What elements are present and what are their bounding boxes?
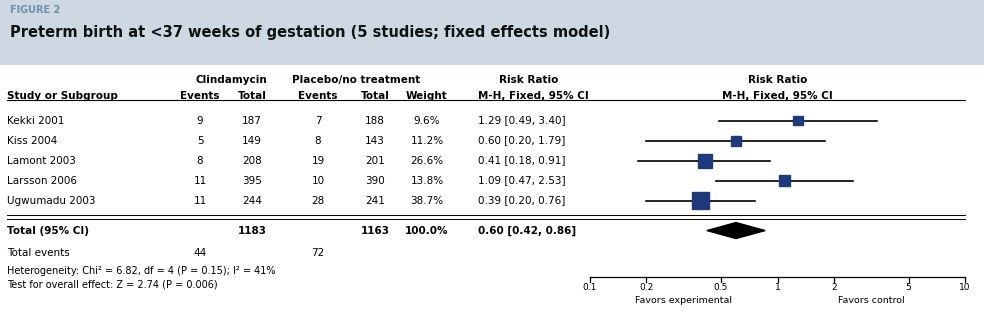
Text: Events: Events: [180, 91, 219, 101]
Text: Heterogeneity: Chi² = 6.82, df = 4 (P = 0.15); I² = 41%: Heterogeneity: Chi² = 6.82, df = 4 (P = …: [7, 265, 276, 275]
Text: 201: 201: [365, 156, 385, 166]
Text: 10: 10: [312, 175, 325, 186]
Text: 5: 5: [905, 283, 911, 292]
Text: 10: 10: [959, 283, 971, 292]
Text: 11: 11: [194, 175, 207, 186]
Text: Risk Ratio: Risk Ratio: [748, 74, 807, 84]
Text: Kekki 2001: Kekki 2001: [7, 116, 64, 125]
Text: 143: 143: [365, 136, 385, 146]
Text: 1: 1: [774, 283, 780, 292]
Text: 390: 390: [365, 175, 385, 186]
Bar: [779, 175, 790, 186]
Text: Favors control: Favors control: [838, 296, 904, 305]
Text: Lamont 2003: Lamont 2003: [7, 156, 76, 166]
Text: M-H, Fixed, 95% CI: M-H, Fixed, 95% CI: [478, 91, 588, 101]
Text: Ugwumadu 2003: Ugwumadu 2003: [7, 196, 95, 206]
Text: 9.6%: 9.6%: [413, 116, 440, 125]
Text: 1183: 1183: [237, 225, 267, 236]
Text: 187: 187: [242, 116, 262, 125]
Text: Kiss 2004: Kiss 2004: [7, 136, 57, 146]
Text: 244: 244: [242, 196, 262, 206]
Text: Larsson 2006: Larsson 2006: [7, 175, 77, 186]
Text: 0.60 [0.20, 1.79]: 0.60 [0.20, 1.79]: [478, 136, 566, 146]
Text: 8: 8: [315, 136, 322, 146]
Text: 28: 28: [311, 196, 325, 206]
Text: 11: 11: [194, 196, 207, 206]
Text: Clindamycin: Clindamycin: [195, 74, 267, 84]
Text: 26.6%: 26.6%: [410, 156, 444, 166]
Text: 7: 7: [315, 116, 322, 125]
Text: 5: 5: [197, 136, 204, 146]
Text: 8: 8: [197, 156, 204, 166]
Text: 1.29 [0.49, 3.40]: 1.29 [0.49, 3.40]: [478, 116, 566, 125]
Polygon shape: [707, 222, 766, 239]
Text: Study or Subgroup: Study or Subgroup: [7, 91, 118, 101]
Text: 395: 395: [242, 175, 262, 186]
Text: 38.7%: 38.7%: [410, 196, 444, 206]
Text: 1.09 [0.47, 2.53]: 1.09 [0.47, 2.53]: [478, 175, 566, 186]
Text: 72: 72: [311, 248, 325, 258]
Text: Total: Total: [237, 91, 267, 101]
Text: M-H, Fixed, 95% CI: M-H, Fixed, 95% CI: [722, 91, 832, 101]
Text: 9: 9: [197, 116, 204, 125]
Text: 241: 241: [365, 196, 385, 206]
Text: Favors experimental: Favors experimental: [636, 296, 732, 305]
Bar: [698, 154, 711, 167]
Bar: [731, 136, 741, 146]
Text: 11.2%: 11.2%: [410, 136, 444, 146]
Text: 0.1: 0.1: [583, 283, 597, 292]
Text: Total: Total: [360, 91, 390, 101]
Text: 19: 19: [311, 156, 325, 166]
Text: 208: 208: [242, 156, 262, 166]
Bar: [693, 192, 709, 209]
Text: 0.2: 0.2: [640, 283, 653, 292]
Text: Preterm birth at <37 weeks of gestation (5 studies; fixed effects model): Preterm birth at <37 weeks of gestation …: [10, 24, 610, 39]
Text: Weight: Weight: [406, 91, 448, 101]
Text: FIGURE 2: FIGURE 2: [10, 5, 60, 15]
Bar: [793, 116, 803, 125]
Text: 44: 44: [194, 248, 207, 258]
Text: 1163: 1163: [360, 225, 390, 236]
Text: 2: 2: [831, 283, 836, 292]
Text: 0.5: 0.5: [713, 283, 728, 292]
Text: 188: 188: [365, 116, 385, 125]
Text: Placebo/no treatment: Placebo/no treatment: [292, 74, 420, 84]
Text: 100.0%: 100.0%: [405, 225, 449, 236]
Text: Test for overall effect: Z = 2.74 (P = 0.006): Test for overall effect: Z = 2.74 (P = 0…: [7, 280, 217, 290]
Text: 13.8%: 13.8%: [410, 175, 444, 186]
Text: Total events: Total events: [7, 248, 70, 258]
Text: Risk Ratio: Risk Ratio: [499, 74, 559, 84]
Text: 0.60 [0.42, 0.86]: 0.60 [0.42, 0.86]: [478, 225, 576, 236]
Text: 149: 149: [242, 136, 262, 146]
Text: 0.41 [0.18, 0.91]: 0.41 [0.18, 0.91]: [478, 156, 566, 166]
Text: 0.39 [0.20, 0.76]: 0.39 [0.20, 0.76]: [478, 196, 566, 206]
Text: Total (95% CI): Total (95% CI): [7, 225, 89, 236]
Text: Events: Events: [298, 91, 338, 101]
